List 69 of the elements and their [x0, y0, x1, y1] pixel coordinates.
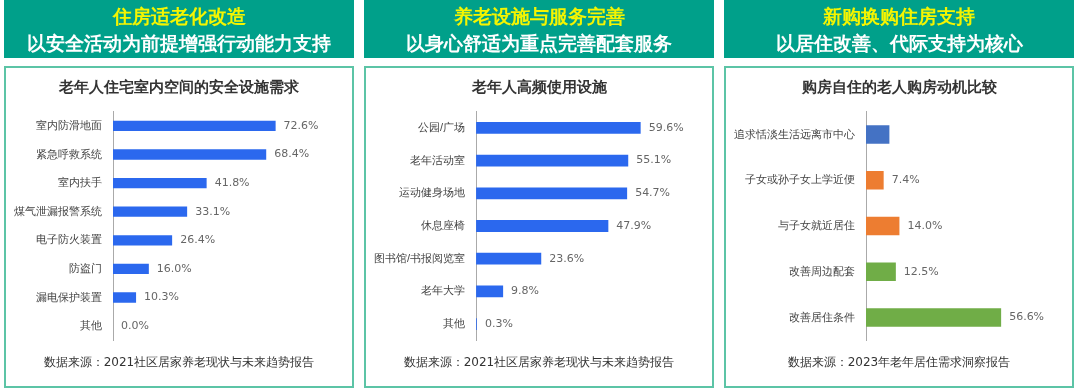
y-tick-label: 与子女就近居住 [778, 219, 855, 232]
bar [113, 120, 276, 132]
bar [476, 122, 641, 134]
data-label: 41.8% [214, 175, 250, 189]
source-note: 数据来源：2021社区居家养老现状与未来趋势报告 [42, 354, 316, 371]
text: 以安全活动为前提增强行动能力支持 [26, 31, 332, 56]
y-tick-label: 其他 [443, 317, 466, 330]
y-tick-label: 子女或孙子女上学近便 [745, 173, 855, 186]
bar [866, 216, 900, 236]
y-tick-label: 公园/广场 [417, 120, 466, 133]
data-label: 72.6% [283, 118, 319, 132]
text: 养老设施与服务完善 [452, 4, 626, 29]
data-label: 12.5% [903, 264, 939, 278]
data-label: 7.4% [891, 173, 920, 187]
text: 以居住改善、代际支持为核心 [774, 31, 1024, 56]
bar [866, 170, 884, 190]
bar [113, 177, 207, 189]
y-tick-label: 老年活动室 [410, 153, 466, 166]
y-tick-label: 紧急呼救系统 [36, 147, 102, 160]
data-label: 68.4% [274, 147, 310, 161]
bar [113, 235, 173, 246]
bar [866, 308, 1002, 327]
y-tick-label: 改善居住条件 [789, 310, 855, 323]
bar [113, 149, 267, 160]
bar [866, 262, 896, 282]
bar [476, 285, 504, 298]
bar [113, 206, 188, 217]
y-tick-label: 追求恬淡生活远离市中心 [734, 127, 855, 140]
source-note: 数据来源：2023年老年居住需求洞察报告 [786, 354, 1012, 371]
chart-title: 老年人住宅室内空间的安全设施需求 [58, 78, 300, 98]
chart-title: 购房自住的老人购房动机比较 [800, 78, 998, 98]
y-tick-label: 改善周边配套 [789, 264, 855, 277]
y-tick-label: 老年大学 [421, 284, 466, 297]
data-label: 0.0% [121, 318, 149, 332]
y-tick-label: 煤气泄漏报警系统 [14, 204, 102, 217]
text: 新购换购住房支持 [822, 4, 976, 29]
bar [113, 263, 149, 275]
y-tick-label: 图书馆/书报阅览室 [373, 251, 466, 264]
y-tick-label: 其他 [80, 319, 102, 332]
text: 住房适老化改造 [111, 4, 247, 29]
data-label: 9.8% [511, 284, 540, 298]
y-tick-label: 防盗门 [69, 261, 102, 274]
bar [866, 125, 890, 144]
bar [113, 292, 137, 303]
y-tick-label: 运动健身场地 [399, 186, 466, 199]
source-note: 数据来源：2021社区居家养老现状与未来趋势报告 [402, 354, 676, 371]
y-tick-label: 电子防火装置 [36, 233, 102, 246]
bar [476, 154, 629, 167]
data-label: 59.6% [648, 120, 684, 134]
data-label: 0.3% [484, 316, 513, 330]
data-label: 16.0% [156, 261, 192, 275]
data-label: 10.3% [144, 290, 180, 304]
data-label: 47.9% [616, 218, 652, 232]
bar [476, 187, 628, 200]
y-tick-label: 漏电保护装置 [36, 290, 102, 303]
y-tick-label: 休息座椅 [421, 219, 466, 232]
bar [476, 252, 542, 265]
bar [476, 220, 609, 232]
y-tick-label: 室内防滑地面 [36, 118, 102, 131]
data-label: 54.7% [635, 186, 671, 200]
chart-title: 老年人高频使用设施 [470, 78, 608, 98]
text: 以身心舒适为重点完善配套服务 [405, 31, 673, 56]
data-label: 14.0% [907, 218, 943, 232]
data-label: 55.1% [636, 153, 672, 167]
data-label: 56.6% [1009, 310, 1045, 324]
data-label: 23.6% [549, 251, 585, 265]
data-label: 26.4% [180, 233, 216, 247]
data-label: 33.1% [195, 204, 231, 218]
y-tick-label: 室内扶手 [58, 176, 102, 189]
